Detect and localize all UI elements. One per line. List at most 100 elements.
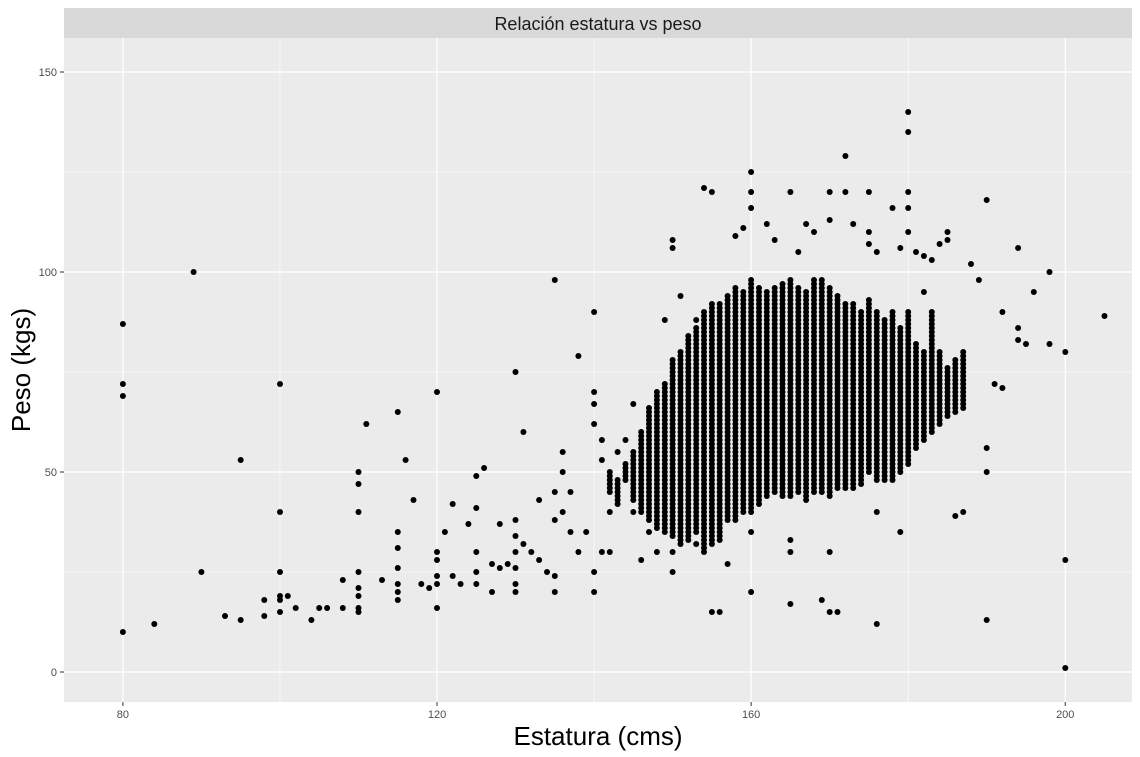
- data-point: [394, 545, 401, 551]
- data-point: [653, 389, 660, 395]
- data-point: [724, 561, 731, 567]
- data-point: [748, 205, 755, 211]
- data-point: [842, 301, 849, 307]
- data-point: [811, 229, 817, 235]
- data-point: [905, 205, 912, 211]
- data-point: [873, 621, 880, 627]
- data-point: [1030, 289, 1037, 295]
- data-point: [865, 229, 872, 235]
- data-point: [567, 529, 574, 535]
- data-point: [630, 449, 637, 455]
- data-point: [434, 581, 440, 587]
- data-point: [1015, 325, 1022, 331]
- data-point: [748, 189, 755, 195]
- data-point: [779, 281, 786, 287]
- data-point: [591, 589, 598, 595]
- data-point: [394, 529, 401, 535]
- data-point: [567, 489, 574, 495]
- data-point: [905, 109, 912, 115]
- data-point: [999, 385, 1006, 391]
- data-point: [512, 369, 519, 375]
- x-axis: 80 120 160 200: [117, 702, 1074, 721]
- data-point: [732, 233, 739, 239]
- data-point: [598, 549, 605, 555]
- data-point: [787, 549, 794, 555]
- data-point: [277, 381, 283, 387]
- data-point: [858, 309, 865, 315]
- data-point: [512, 589, 519, 595]
- data-point: [355, 509, 362, 515]
- data-point: [826, 285, 833, 291]
- data-point: [708, 609, 715, 615]
- data-point: [913, 249, 919, 255]
- data-point: [850, 301, 857, 307]
- data-point: [983, 617, 990, 623]
- data-point: [897, 245, 904, 251]
- data-point: [449, 573, 456, 579]
- data-point: [190, 269, 197, 275]
- data-point: [1101, 313, 1108, 319]
- grid-major: [64, 38, 1132, 702]
- data-point: [826, 189, 833, 195]
- data-point: [928, 309, 935, 315]
- data-point: [803, 221, 810, 227]
- data-point: [410, 497, 417, 503]
- data-point: [528, 549, 535, 555]
- data-point: [512, 533, 519, 539]
- data-point: [151, 621, 158, 627]
- data-point: [653, 549, 660, 555]
- y-tick-label: 0: [51, 667, 57, 679]
- data-point: [787, 601, 794, 607]
- x-axis-title: Estatura (cms): [513, 721, 682, 751]
- data-point: [465, 521, 472, 527]
- data-point: [520, 429, 527, 435]
- data-point: [481, 465, 488, 471]
- data-point: [1015, 245, 1022, 251]
- data-point: [308, 617, 315, 623]
- data-point: [355, 481, 362, 487]
- data-point: [740, 225, 747, 231]
- data-point: [622, 437, 629, 443]
- data-point: [434, 549, 440, 555]
- data-point: [748, 277, 755, 283]
- data-point: [842, 153, 849, 159]
- data-point: [551, 277, 558, 283]
- data-point: [732, 285, 739, 291]
- data-point: [434, 389, 440, 395]
- data-point: [983, 469, 990, 475]
- data-point: [960, 509, 967, 515]
- data-point: [536, 497, 543, 503]
- data-point: [473, 505, 480, 511]
- data-point: [1015, 337, 1022, 343]
- data-points: [119, 109, 1108, 671]
- data-point: [583, 529, 590, 535]
- data-point: [119, 321, 126, 327]
- data-point: [355, 469, 362, 475]
- data-point: [277, 609, 283, 615]
- data-point: [795, 249, 802, 255]
- data-point: [865, 297, 872, 303]
- data-point: [339, 605, 346, 611]
- data-point: [591, 401, 598, 407]
- data-point: [834, 293, 841, 299]
- data-point: [198, 569, 205, 575]
- data-point: [905, 309, 912, 315]
- data-point: [771, 285, 778, 291]
- data-point: [119, 629, 126, 635]
- data-point: [559, 449, 566, 455]
- data-point: [1046, 341, 1053, 347]
- data-point: [237, 457, 244, 463]
- y-tick-label: 150: [39, 67, 57, 79]
- data-point: [551, 517, 558, 523]
- data-point: [677, 349, 684, 355]
- data-point: [936, 241, 943, 247]
- data-point: [669, 569, 676, 575]
- data-point: [983, 197, 990, 203]
- data-point: [905, 189, 912, 195]
- data-point: [811, 277, 817, 283]
- y-axis-title: Peso (kgs): [6, 308, 36, 432]
- data-point: [591, 569, 598, 575]
- data-point: [418, 581, 425, 587]
- data-point: [434, 557, 440, 563]
- data-point: [850, 221, 857, 227]
